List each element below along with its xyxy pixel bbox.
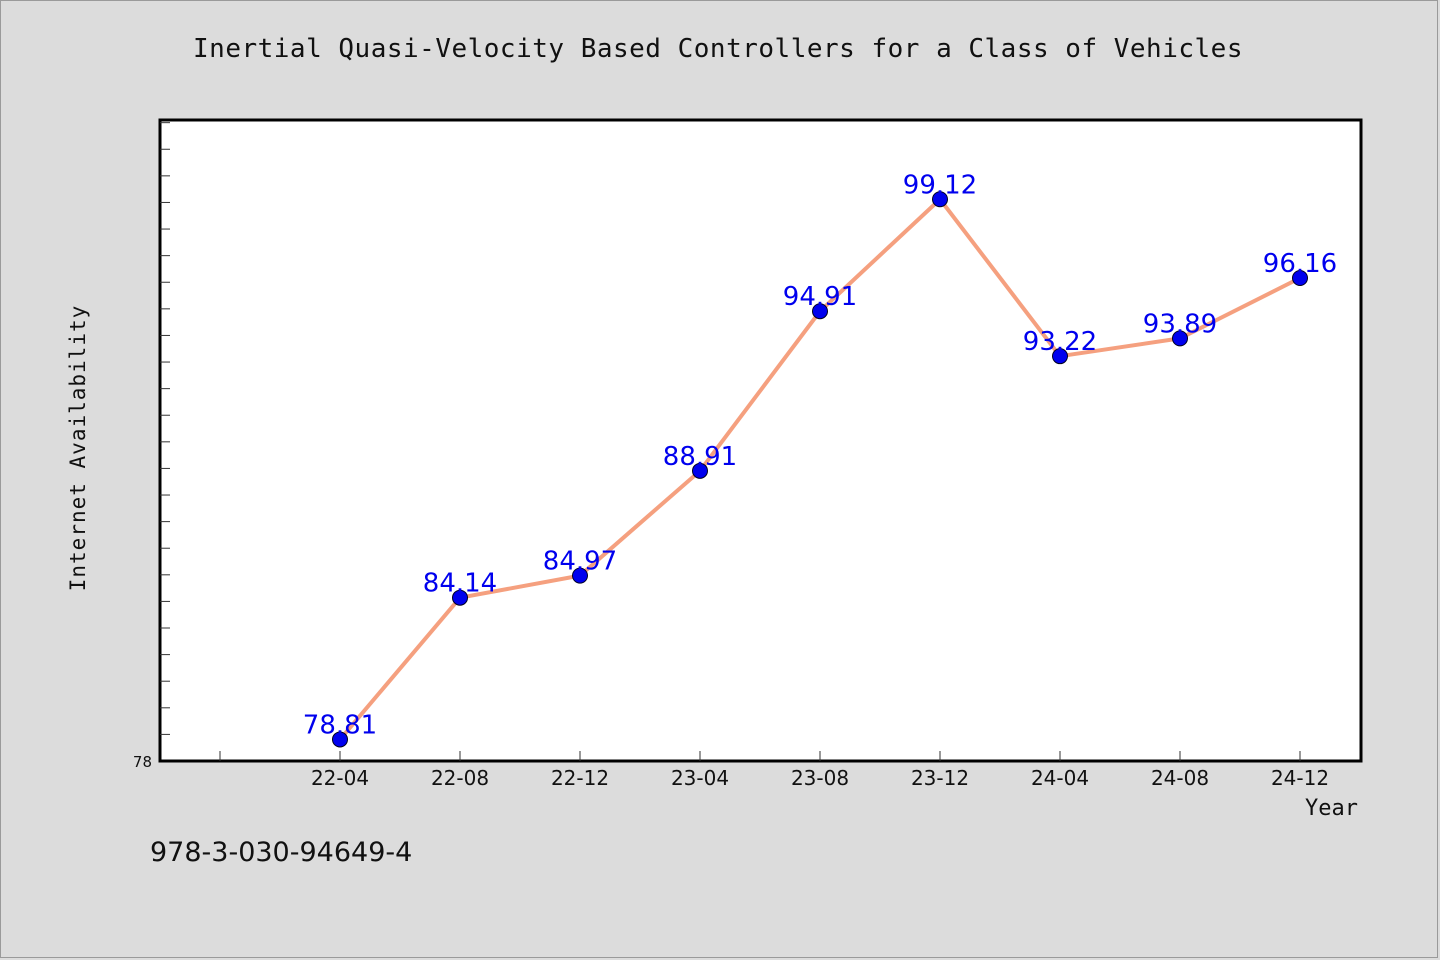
x-tick-label: 24-08 bbox=[1151, 766, 1209, 790]
chart-title: Inertial Quasi-Velocity Based Controller… bbox=[193, 34, 1243, 64]
y-tick-label: 78 bbox=[133, 753, 152, 771]
x-axis-label: Year bbox=[1305, 796, 1358, 821]
x-tick-label: 23-04 bbox=[671, 766, 729, 790]
data-label: 93.89 bbox=[1143, 309, 1217, 339]
x-tick-label: 24-12 bbox=[1271, 766, 1329, 790]
x-tick-label: 23-12 bbox=[911, 766, 969, 790]
plot-area bbox=[158, 118, 1363, 763]
data-point bbox=[692, 462, 708, 479]
data-label: 88.91 bbox=[663, 442, 737, 472]
data-point bbox=[572, 567, 588, 584]
data-point bbox=[932, 191, 948, 208]
data-label: 84.14 bbox=[423, 569, 497, 599]
data-point bbox=[452, 589, 468, 606]
data-point bbox=[1292, 269, 1308, 286]
data-labels-group: 78.81 84.14 84.97 88.91 94.91 99.12 93.22 93.89… bbox=[303, 170, 1337, 740]
x-tick-label: 22-04 bbox=[311, 766, 369, 790]
data-label: 94.91 bbox=[783, 282, 857, 312]
isbn-footer: 978-3-030-94649-4 bbox=[150, 837, 413, 868]
series-group bbox=[332, 191, 1308, 748]
data-point bbox=[332, 731, 348, 748]
x-tick-label: 22-08 bbox=[431, 766, 489, 790]
x-tick-label: 23-08 bbox=[791, 766, 849, 790]
data-point bbox=[1172, 330, 1188, 347]
x-axis-ticks: 22-04 22-08 22-12 23-04 23-08 23-12 24-04 24-08… bbox=[219, 751, 1329, 790]
data-label: 96.16 bbox=[1263, 249, 1337, 279]
data-point bbox=[1052, 348, 1068, 365]
data-label: 93.22 bbox=[1023, 327, 1097, 357]
data-label: 78.81 bbox=[303, 710, 377, 740]
x-tick-label: 22-12 bbox=[551, 766, 609, 790]
x-tick-label: 24-04 bbox=[1031, 766, 1089, 790]
data-point bbox=[812, 303, 828, 320]
y-axis-ticks: 78 bbox=[133, 122, 170, 771]
data-label: 84.97 bbox=[543, 547, 617, 577]
data-label: 99.12 bbox=[903, 170, 977, 200]
